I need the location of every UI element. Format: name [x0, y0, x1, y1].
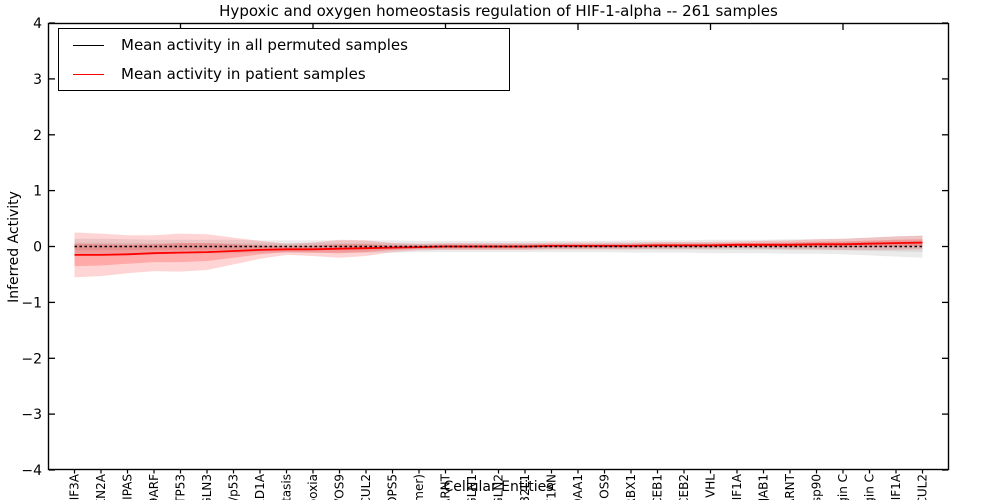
- y-axis-ticks: 4 3 2 1 0 −1 −2 −3 −4: [21, 16, 948, 479]
- legend-item-patient: Mean activity in patient samples: [59, 61, 509, 87]
- y-tick-label: 3: [33, 72, 42, 88]
- patient-line-swatch: [73, 73, 104, 75]
- x-tick-label: ARNT: [439, 473, 453, 500]
- x-tick-label: HIF1A/JAB1: [757, 474, 771, 500]
- top-axis-ticks: [179, 24, 844, 30]
- y-tick-label: −2: [21, 351, 42, 367]
- x-tick-label: response to hypoxia: [306, 474, 320, 500]
- chart-title: Hypoxic and oxygen homeostasis regulatio…: [219, 2, 778, 20]
- x-tick-label: GNB2L1: [518, 474, 532, 500]
- x-tick-label: HIF1A/ARNT: [783, 473, 797, 500]
- y-tick-label: −3: [21, 407, 42, 423]
- x-tick-label: EGLN3: [200, 474, 214, 500]
- x-tick-label: oxygen homeostasis: [280, 474, 294, 500]
- x-tick-label: TP53: [174, 474, 188, 500]
- legend-label-patient: Mean activity in patient samples: [121, 65, 366, 83]
- x-tick-label: EGLN1: [465, 474, 479, 500]
- y-tick-label: 2: [33, 128, 42, 144]
- x-tick-label: HIF1AN: [545, 474, 559, 500]
- x-tick-label: FIH (dimer): [412, 474, 426, 500]
- x-tick-label: HSP90AA1: [571, 474, 585, 500]
- y-tick-label: −1: [21, 295, 42, 311]
- x-tick-label: ARNT/IPAS: [121, 474, 135, 500]
- legend-item-permuted: Mean activity in all permuted samples: [59, 32, 509, 58]
- y-tick-label: 0: [33, 240, 42, 256]
- x-tick-label: EGLN2: [492, 474, 506, 500]
- y-axis-label: Inferred Activity: [6, 191, 22, 303]
- y-tick-label: −4: [21, 463, 42, 479]
- x-tick-label: ARD1A: [253, 473, 267, 500]
- x-axis-label: Cellular Entities: [443, 479, 554, 495]
- x-tick-label: CUL2: [359, 474, 373, 500]
- x-tick-label: RACK1/Elongin B/Elongin C: [836, 474, 850, 500]
- x-tick-label: OS9: [598, 474, 612, 499]
- x-tick-label: HIF1A/p53: [227, 474, 241, 500]
- x-tick-label: TCEB2: [677, 474, 691, 500]
- permuted-line-swatch: [73, 44, 104, 46]
- y-tick-label: 1: [33, 184, 42, 200]
- x-tick-label: PHD1-3/OS9: [333, 474, 347, 500]
- x-tick-label: TCEB1: [651, 474, 665, 500]
- x-tick-label: VHL/Elongin B/Elongin C/RBX1/CUL2/HIF1A: [889, 473, 903, 500]
- y-tick-label: 4: [33, 16, 42, 32]
- x-tick-label: HIF1A/p19ARF: [147, 474, 161, 500]
- x-tick-label: CDKN2A: [94, 473, 108, 500]
- x-tick-label: COPS5: [386, 474, 400, 500]
- x-axis-entity-ticks: [73, 469, 924, 474]
- x-tick-label: HIF1A/RACK1/Elongin B/Elongin C: [863, 474, 877, 500]
- x-tick-label: HIF1A: [730, 473, 744, 500]
- x-tick-label: HIF3A: [68, 473, 82, 500]
- x-tick-label: HIF1A/Hsp90: [810, 474, 824, 500]
- x-tick-label: VHL: [704, 474, 718, 498]
- patient-mean-line: [74, 241, 923, 256]
- legend-label-permuted: Mean activity in all permuted samples: [121, 36, 408, 54]
- legend: Mean activity in all permuted samples Me…: [58, 28, 510, 91]
- x-tick-label: VHL/Elongin B/Elongin C/RBX1/CUL2: [916, 474, 930, 500]
- x-axis-entity-labels: HIF3A CDKN2A ARNT/IPAS HIF1A/p19ARF TP53 EGLN…: [68, 473, 930, 500]
- x-tick-label: RBX1: [624, 474, 638, 500]
